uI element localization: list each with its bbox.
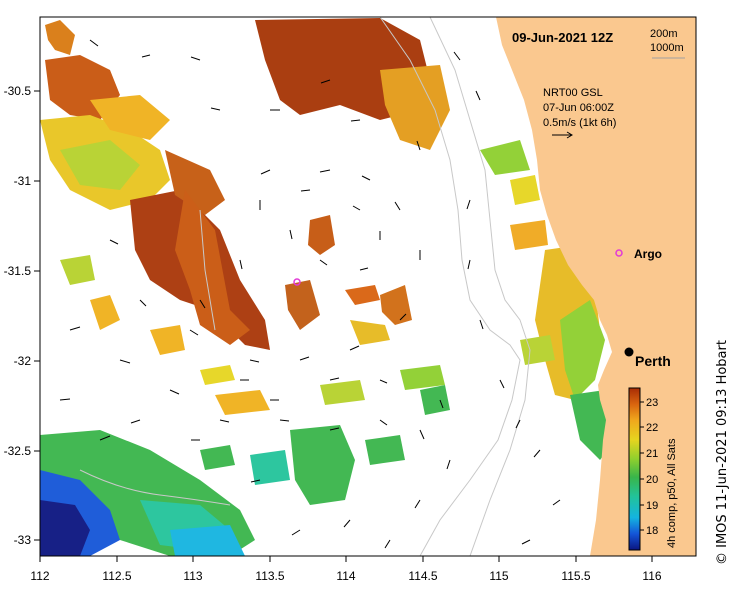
sst-patch	[510, 175, 540, 205]
sst-patch	[400, 365, 445, 390]
colorbar-tick-label: 20	[646, 474, 658, 486]
current-scale: 0.5m/s (1kt 6h)	[543, 117, 616, 129]
bathymetry-contours	[79, 17, 531, 556]
x-tick-label: 114	[336, 569, 355, 583]
y-tick-label: -31.5	[4, 264, 32, 278]
x-tick-label: 112	[30, 569, 49, 583]
map-title: 09-Jun-2021 12Z	[512, 30, 613, 45]
x-tick-label: 114.5	[408, 569, 437, 583]
sst-patch	[510, 220, 548, 250]
sst-patch	[40, 500, 90, 556]
y-axis	[34, 90, 40, 541]
sst-patch	[200, 365, 235, 385]
sst-patch	[380, 65, 450, 150]
colorbar-label: 4h comp, p50, All Sats	[666, 438, 678, 548]
current-scale-arrow	[552, 131, 573, 139]
x-tick-label: 116	[642, 569, 661, 583]
sst-patch	[215, 390, 270, 415]
sst-patch	[350, 320, 390, 345]
current-vectors	[59, 39, 561, 549]
colorbar	[628, 387, 641, 551]
argo-marker	[293, 278, 301, 286]
plot-frame	[39, 16, 697, 557]
sst-patch	[308, 215, 335, 255]
y-tick-label: -32.5	[4, 444, 32, 458]
land-mass	[496, 17, 696, 556]
y-tick-label: -31	[14, 174, 32, 188]
x-tick-label: 115.5	[561, 569, 590, 583]
depth-label-1000m: 1000m	[650, 42, 684, 54]
y-tick-label: -30.5	[4, 84, 32, 98]
current-time: 07-Jun 06:00Z	[543, 102, 614, 114]
depth-label-200m: 200m	[650, 28, 678, 40]
sst-patch	[90, 95, 170, 140]
perth-marker	[624, 347, 634, 357]
y-tick-label: -32	[14, 354, 32, 368]
sst-patch	[345, 285, 380, 305]
sst-patch	[320, 380, 365, 405]
sst-patch	[520, 335, 555, 365]
x-axis	[39, 556, 653, 562]
sst-patch	[285, 280, 320, 330]
sst-patch	[365, 435, 405, 465]
colorbar-tick-label: 18	[646, 525, 658, 537]
sst-patch	[560, 300, 605, 400]
x-tick-label: 113	[183, 569, 202, 583]
sst-patch	[480, 140, 530, 175]
x-tick-label: 112.5	[102, 569, 131, 583]
current-source: NRT00 GSL	[543, 87, 603, 99]
colorbar-tick-label: 23	[646, 397, 658, 409]
sst-patch	[90, 295, 120, 330]
colorbar-tick-label: 22	[646, 422, 658, 434]
sst-patch	[200, 445, 235, 470]
sst-patch	[170, 525, 245, 556]
colorbar-tick-label: 19	[646, 500, 658, 512]
sst-patch	[60, 255, 95, 285]
colorbar-tick-label: 21	[646, 448, 658, 460]
argo-label: Argo	[634, 247, 662, 261]
sst-patch	[175, 190, 250, 345]
credit-label: © IMOS 11-Jun-2021 09:13 Hobart	[715, 340, 730, 565]
perth-label: Perth	[635, 353, 671, 369]
colorbar-ticks	[640, 401, 644, 531]
argo-legend-marker	[615, 249, 623, 257]
sst-patch	[60, 140, 140, 190]
x-tick-label: 115	[489, 569, 508, 583]
sst-patch	[290, 425, 355, 505]
sst-patch	[45, 20, 75, 55]
sst-patch	[150, 325, 185, 355]
y-tick-label: -33	[14, 533, 32, 547]
sst-patch	[380, 285, 412, 325]
sst-patch	[165, 150, 225, 215]
sst-patch	[420, 385, 450, 415]
sst-patch	[250, 450, 290, 485]
x-tick-label: 113.5	[255, 569, 284, 583]
